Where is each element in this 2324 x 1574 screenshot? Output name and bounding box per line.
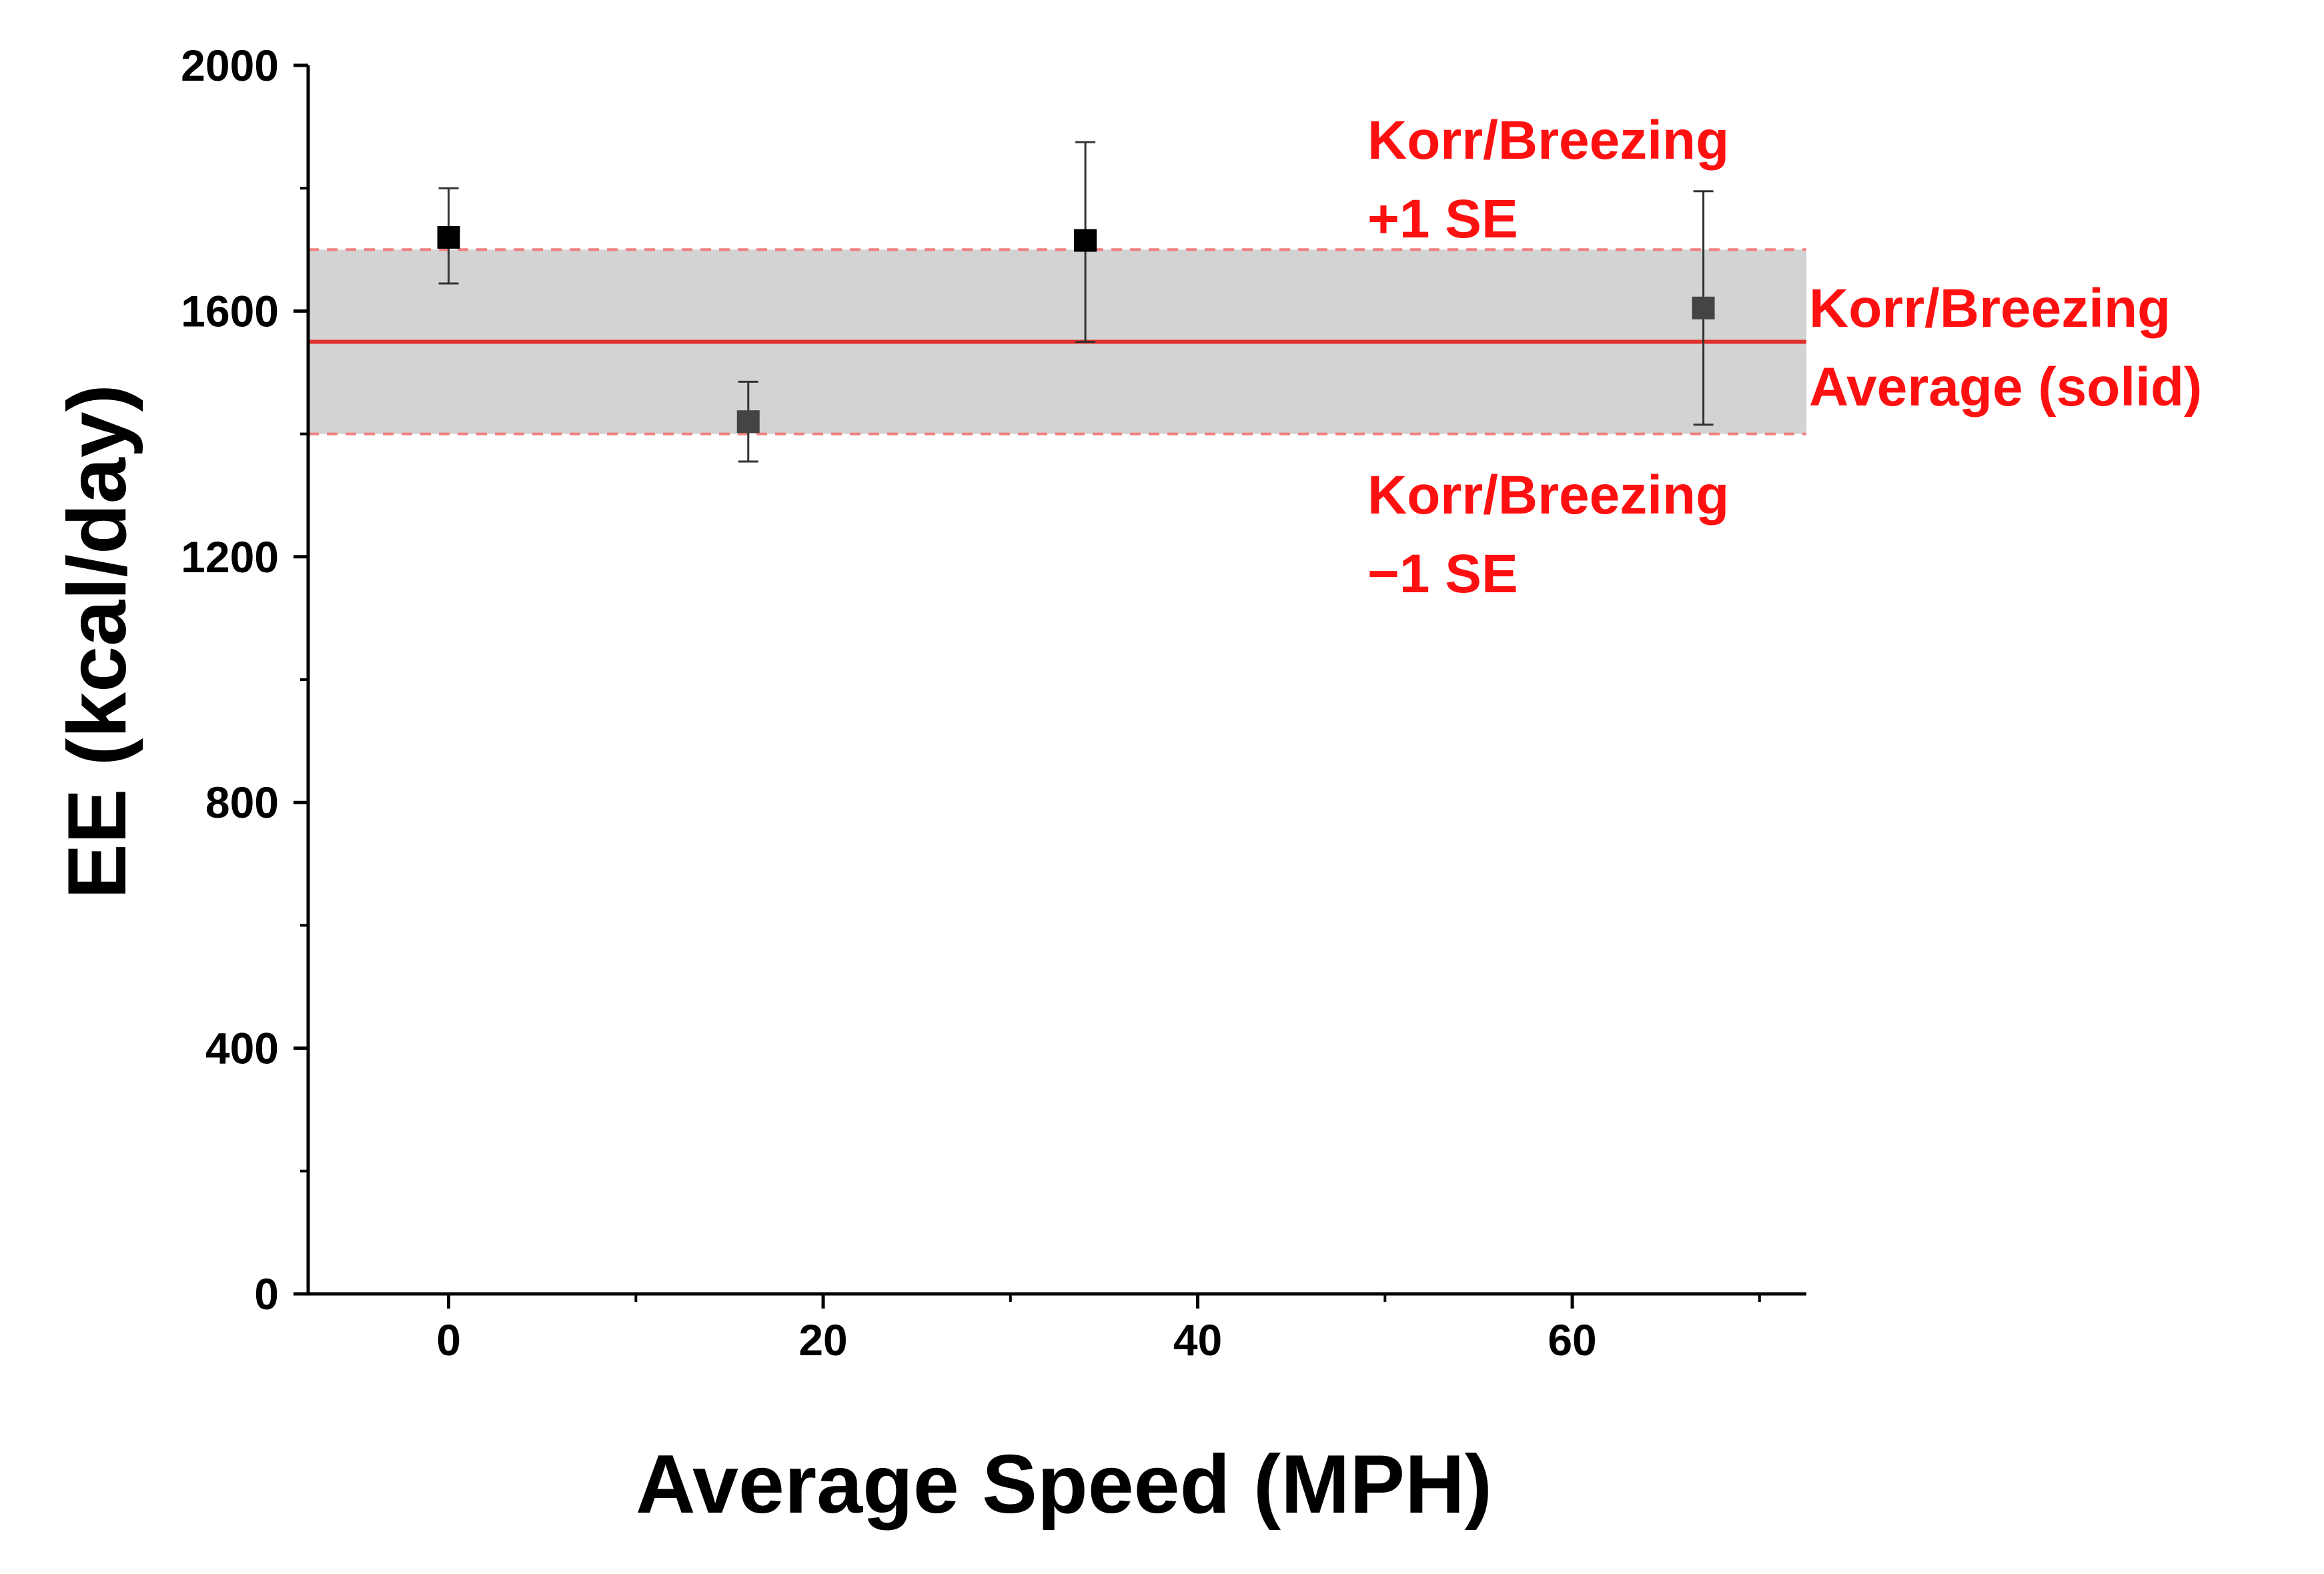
y-tick-label: 400 (205, 1024, 279, 1073)
labels-layer: Average Speed (MPH) EE (kcal/day) Korr/B… (51, 110, 2202, 1531)
reference-band-layer (308, 248, 1806, 436)
upper-se-label-line1: Korr/Breezing (1367, 110, 1729, 171)
data-point-marker (1074, 229, 1097, 252)
y-tick-label: 1600 (181, 286, 279, 335)
upper-se-label-line2: +1 SE (1367, 189, 1518, 249)
x-tick-label: 20 (798, 1315, 847, 1365)
y-tick-label: 1200 (181, 532, 279, 582)
x-tick-label: 0 (436, 1315, 461, 1365)
x-tick-label: 60 (1548, 1315, 1596, 1365)
y-tick-label: 0 (254, 1269, 279, 1319)
y-axis-title: EE (kcal/day) (51, 384, 143, 899)
lower-se-label-line1: Korr/Breezing (1367, 465, 1729, 526)
y-tick-label: 800 (205, 778, 279, 827)
axes-layer: 0 400 800 1200 1600 2000 0 20 40 60 (181, 41, 1806, 1365)
lower-se-label-line2: −1 SE (1367, 544, 1518, 604)
data-point-marker (1692, 296, 1715, 319)
average-label-line1: Korr/Breezing (1809, 278, 2171, 339)
x-axis-title: Average Speed (MPH) (636, 1439, 1492, 1531)
data-points-layer (437, 141, 1715, 463)
y-tick-label: 2000 (181, 41, 279, 90)
x-tick-label: 40 (1173, 1315, 1222, 1365)
average-label-line2: Average (solid) (1809, 357, 2202, 418)
data-point-marker (736, 410, 760, 434)
data-point-marker (437, 225, 460, 249)
